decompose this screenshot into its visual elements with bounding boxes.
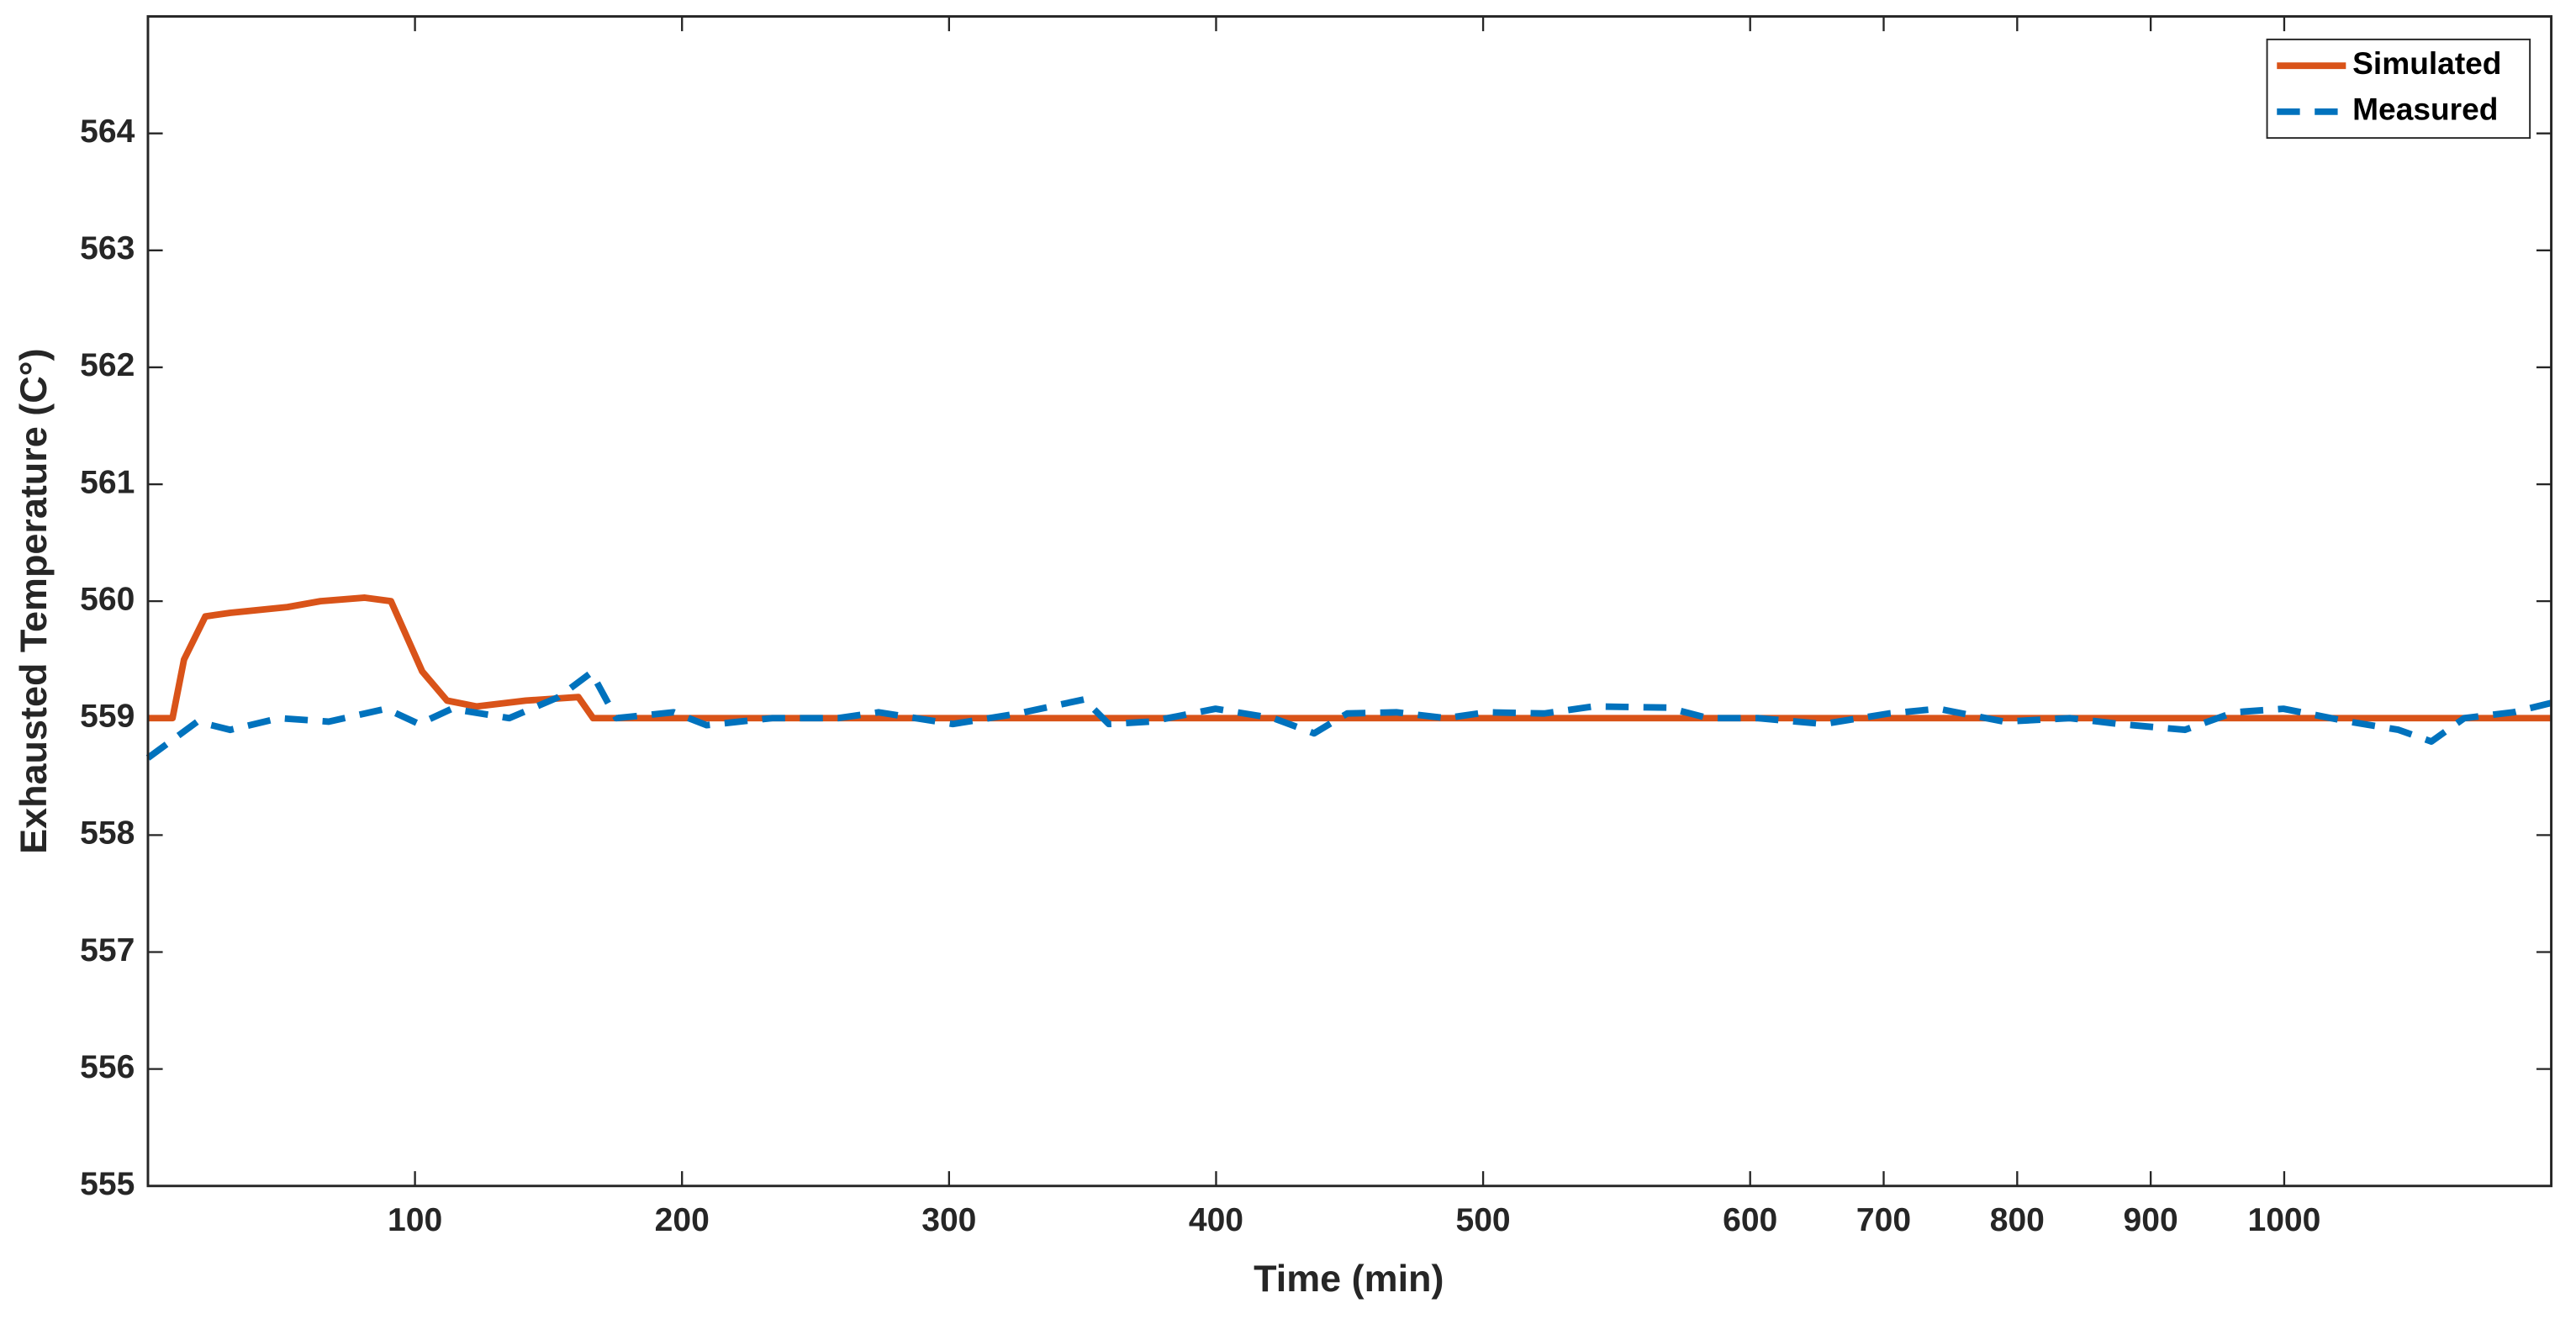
x-tick-label: 200 bbox=[655, 1202, 710, 1238]
legend-label: Measured bbox=[2352, 92, 2498, 127]
y-tick-label: 560 bbox=[80, 581, 135, 617]
x-tick-label: 400 bbox=[1189, 1202, 1243, 1238]
x-tick-label: 800 bbox=[1990, 1202, 2045, 1238]
y-axis-label: Exhausted Temperature (C°) bbox=[12, 348, 55, 853]
x-tick-label: 900 bbox=[2124, 1202, 2178, 1238]
legend-box bbox=[2266, 38, 2531, 140]
y-tick-label: 563 bbox=[80, 230, 135, 266]
y-tick-label: 559 bbox=[80, 699, 135, 735]
x-tick-label: 300 bbox=[921, 1202, 976, 1238]
x-axis-label: Time (min) bbox=[1254, 1257, 1444, 1300]
y-tick-label: 558 bbox=[80, 815, 135, 852]
plot-frame bbox=[146, 15, 2553, 1188]
x-tick-label: 100 bbox=[388, 1202, 442, 1238]
line-series bbox=[145, 669, 2552, 761]
x-tick-label: 1000 bbox=[2247, 1202, 2320, 1238]
x-tick-label: 500 bbox=[1455, 1202, 1510, 1238]
y-tick-label: 557 bbox=[80, 932, 135, 968]
y-tick-label: 561 bbox=[80, 464, 135, 500]
x-tick-label: 700 bbox=[1856, 1202, 1911, 1238]
x-tick-label: 600 bbox=[1723, 1202, 1777, 1238]
y-tick-label: 556 bbox=[80, 1049, 135, 1085]
legend-label: Simulated bbox=[2352, 45, 2501, 81]
y-tick-label: 562 bbox=[80, 347, 135, 383]
y-tick-label: 564 bbox=[80, 113, 135, 150]
y-tick-label: 555 bbox=[80, 1166, 135, 1202]
